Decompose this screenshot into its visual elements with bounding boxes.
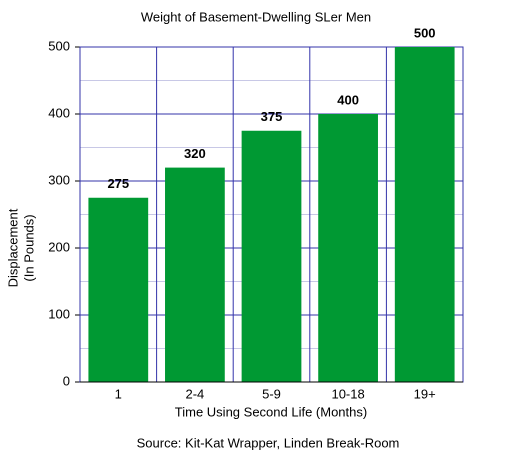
data-label: 320 — [184, 146, 206, 161]
y-tick-label: 400 — [48, 105, 70, 120]
y-axis-label: (In Pounds) — [21, 214, 36, 281]
x-axis-label: Time Using Second Life (Months) — [175, 404, 367, 419]
chart-title: Weight of Basement-Dwelling SLer Men — [141, 9, 371, 24]
data-label: 275 — [107, 176, 129, 191]
y-tick-label: 0 — [63, 373, 70, 388]
y-axis-label: Displacement — [5, 208, 20, 287]
y-tick-label: 500 — [48, 38, 70, 53]
bar — [88, 197, 149, 382]
x-tick-label: 19+ — [414, 386, 436, 401]
y-tick-label: 300 — [48, 172, 70, 187]
data-label: 400 — [337, 92, 359, 107]
bar — [165, 167, 225, 382]
data-label: 500 — [414, 25, 436, 40]
x-tick-label: 5-9 — [262, 386, 281, 401]
y-tick-label: 200 — [48, 239, 70, 254]
bar — [241, 130, 302, 382]
bar — [318, 114, 378, 382]
y-tick-label: 100 — [48, 306, 70, 321]
x-tick-label: 1 — [115, 386, 122, 401]
bar — [394, 47, 455, 382]
x-tick-label: 10-18 — [331, 386, 364, 401]
source-note: Source: Kit-Kat Wrapper, Linden Break-Ro… — [137, 435, 400, 450]
x-tick-label: 2-4 — [186, 386, 205, 401]
data-label: 375 — [261, 109, 283, 124]
